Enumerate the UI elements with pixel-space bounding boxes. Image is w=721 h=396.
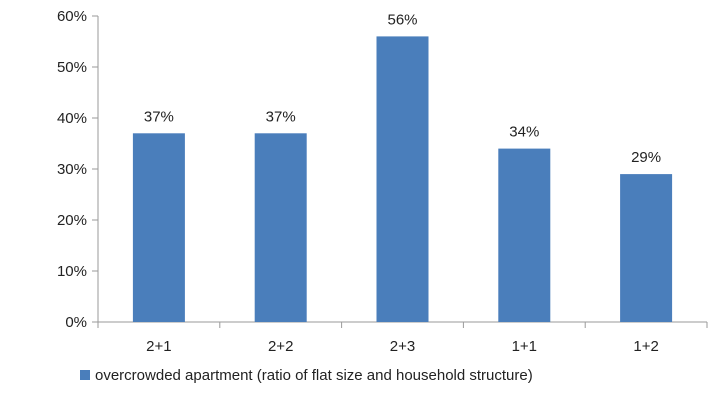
y-tick-label: 50% — [57, 59, 87, 76]
y-tick-label: 60% — [57, 8, 87, 25]
legend: overcrowded apartment (ratio of flat siz… — [80, 367, 533, 384]
y-axis: 0% 10% 20% 30% 40% 50% 60% — [57, 8, 99, 331]
y-tick-label: 30% — [57, 161, 87, 178]
x-tick-label: 2+3 — [390, 338, 415, 355]
y-tick-label: 10% — [57, 263, 87, 280]
y-tick-label: 20% — [57, 212, 87, 229]
data-label: 29% — [631, 149, 661, 166]
y-tick-label: 40% — [57, 110, 87, 127]
bar — [132, 133, 185, 322]
bar — [254, 133, 307, 322]
bar — [498, 148, 551, 322]
y-tick-label: 0% — [65, 314, 87, 331]
x-tick-label: 1+1 — [512, 338, 537, 355]
data-label: 34% — [509, 124, 539, 141]
x-tick-label: 2+2 — [268, 338, 293, 355]
data-labels: 37% 37% 56% 34% 29% — [144, 11, 661, 166]
x-tick-label: 2+1 — [146, 338, 171, 355]
legend-swatch — [80, 370, 90, 380]
x-axis: 2+1 2+2 2+3 1+1 1+2 — [97, 321, 708, 355]
x-tick-label: 1+2 — [633, 338, 658, 355]
bars — [132, 36, 673, 323]
legend-label: overcrowded apartment (ratio of flat siz… — [95, 367, 533, 384]
bar — [620, 174, 673, 322]
data-label: 37% — [266, 108, 296, 125]
bar — [376, 36, 429, 323]
data-label: 37% — [144, 108, 174, 125]
data-label: 56% — [387, 11, 417, 28]
